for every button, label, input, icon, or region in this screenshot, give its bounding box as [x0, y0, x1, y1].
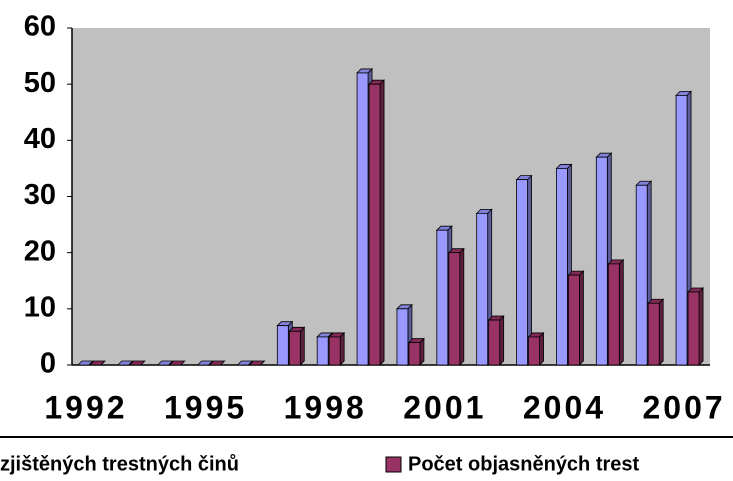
bar: [528, 336, 540, 366]
bar: [647, 302, 660, 366]
bar: [356, 72, 369, 366]
x-tick-label: 1998: [284, 389, 367, 425]
y-tick-label: 40: [24, 123, 56, 155]
bar-side: [419, 337, 425, 366]
bar: [368, 83, 381, 366]
bar-side: [100, 360, 106, 366]
bar: [476, 212, 489, 366]
y-tick-label: 10: [24, 291, 56, 323]
bar: [316, 336, 329, 366]
bar-side: [180, 360, 185, 366]
bar: [556, 168, 568, 366]
bar: [516, 179, 528, 366]
bar-side: [539, 331, 544, 366]
bar-side: [88, 360, 94, 366]
bar-side: [499, 315, 505, 366]
y-tick-label: 50: [24, 67, 56, 99]
bar: [595, 156, 608, 366]
bar: [607, 263, 620, 366]
legend-swatch: [385, 456, 402, 473]
bar-side: [140, 360, 146, 366]
y-tick-label: 60: [24, 11, 56, 43]
bar-side: [618, 258, 624, 366]
bar-side: [579, 270, 584, 366]
bar: [436, 229, 449, 366]
bar-side: [299, 326, 305, 366]
bar-side: [248, 360, 253, 366]
bar-side: [220, 360, 225, 366]
x-tick-label: 2007: [642, 389, 725, 425]
x-tick-label: 2004: [523, 389, 606, 425]
bar-side: [658, 298, 664, 366]
bar: [687, 291, 700, 366]
bar-side: [459, 247, 465, 366]
legend-label: zjištěných trestných činů: [0, 453, 239, 475]
bar: [448, 252, 461, 366]
legend-label: Počet objasněných trest: [408, 453, 640, 475]
y-tick-label: 30: [24, 179, 56, 211]
bar-side: [168, 360, 173, 366]
bar: [488, 319, 501, 366]
bar: [408, 342, 421, 366]
y-tick-label: 20: [24, 235, 56, 267]
bar: [328, 336, 341, 366]
x-tick-label: 2001: [403, 389, 486, 425]
bar: [276, 325, 289, 366]
bar-side: [379, 79, 385, 366]
y-tick-label: 0: [40, 348, 56, 380]
bar: [568, 274, 580, 366]
bar: [288, 330, 301, 366]
bar-side: [260, 360, 265, 366]
bar-side: [339, 331, 345, 366]
x-tick-label: 1992: [44, 389, 127, 425]
bar-side: [698, 287, 704, 366]
bar-side: [208, 360, 213, 366]
bar-side: [128, 360, 134, 366]
bar: [635, 184, 648, 366]
bar: [675, 95, 688, 366]
bar: [396, 308, 409, 366]
x-tick-label: 1995: [164, 389, 247, 425]
